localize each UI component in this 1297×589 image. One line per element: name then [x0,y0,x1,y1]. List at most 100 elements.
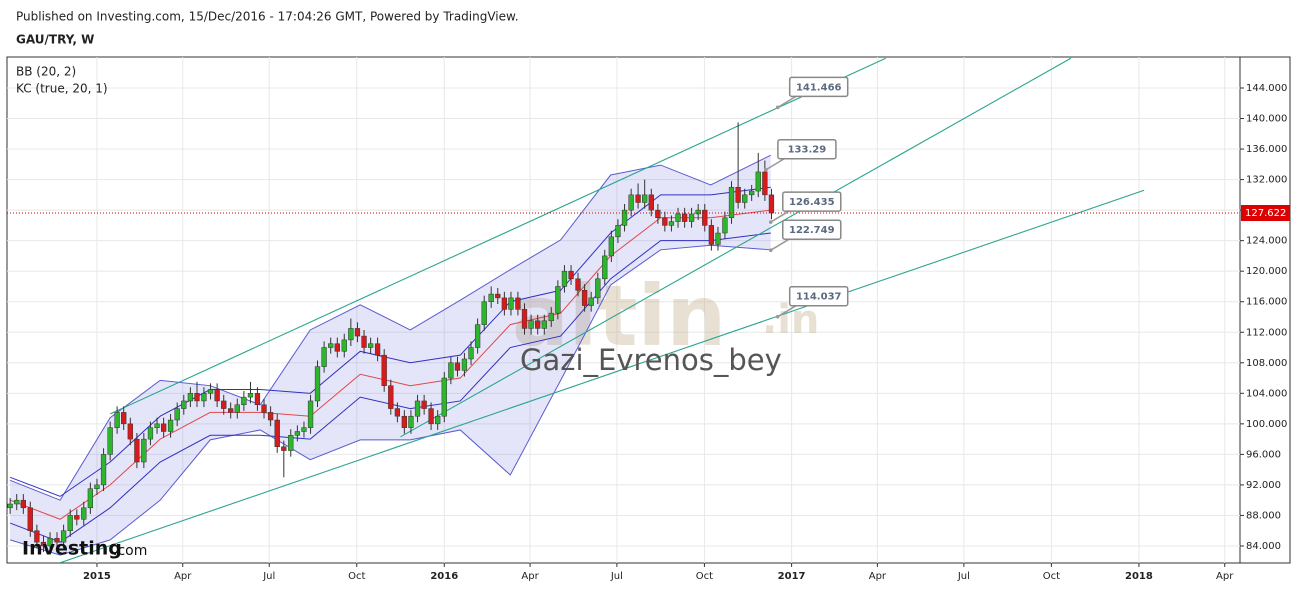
candle-body [261,404,267,413]
candle-body [755,171,761,192]
candle-body [648,194,654,211]
candle-body [100,454,107,486]
candle-body [60,530,67,543]
candle-body [588,297,594,306]
candle-body [7,503,13,509]
y-tick-label: 100.000 [1246,419,1287,430]
candle-body [388,385,394,409]
candle-body [194,393,200,402]
candle-body [749,190,755,196]
candle-body [401,415,407,428]
candle-body [688,213,695,222]
candle-body [655,209,661,219]
candle-body [561,270,568,287]
indicator-line [9,232,771,543]
y-tick-label: 140.000 [1246,114,1287,125]
candle-body [314,366,321,402]
candle-body [207,389,214,394]
y-tick-label: 104.000 [1246,388,1287,399]
candle-body [662,217,668,226]
annotation-label: 141.466 [796,82,842,93]
candle-body [722,217,728,234]
candle-body [14,499,20,505]
annotation-label: 122.749 [789,225,835,236]
candle-body [702,209,708,226]
annotation-label: 133.29 [788,145,827,156]
annotation-pointer [770,209,792,223]
candle-body [174,408,180,421]
candle-body [167,419,174,432]
candle-body [555,286,561,314]
candle-body [81,507,87,520]
x-tick-label: Jul [262,571,275,582]
candle-body [341,339,347,352]
candle-body [448,362,454,379]
annotation-anchor [768,248,773,253]
candle-body [428,408,434,425]
legend-entry: KC (true, 20, 1) [16,82,108,96]
candle-body [708,225,715,245]
candle-body [334,343,340,352]
annotation-box [782,191,842,212]
watermark-logo-suffix: .com [113,543,147,559]
y-tick-label: 108.000 [1246,358,1287,369]
watermark-author: Gazi_Evrenos_bey [520,343,782,377]
candle-body [541,320,547,329]
candle-body [348,328,354,341]
indicator-line [9,244,771,556]
y-tick-label: 84.000 [1246,541,1281,552]
candle-body [381,354,387,386]
annotation-anchor [764,167,768,172]
y-tick-label: 124.000 [1246,236,1287,247]
candle-body [768,194,775,214]
trend-line [59,189,1145,563]
candle-body [354,328,361,337]
candle-body [621,209,628,226]
x-tick-label: Apr [521,571,539,582]
candle-body [495,293,501,299]
candle-body [501,297,508,310]
candle-body [221,400,227,409]
candle-body [548,312,554,322]
trend-line [400,57,1072,438]
candle-body [728,186,735,219]
candle-body [367,343,374,348]
chart-frame [6,56,1291,564]
candle-body [602,255,608,280]
candle-body [394,408,401,417]
legend-entry: BB (20, 2) [16,65,76,79]
candle-body [668,221,675,226]
candle-body [288,435,294,451]
candle-body [595,278,601,299]
candle-body [40,541,47,547]
candle-body [581,290,588,306]
annotation-pointer [777,304,799,318]
y-tick-label: 136.000 [1246,144,1287,155]
candle-body [294,431,301,436]
candle-body [160,423,167,432]
candle-body [762,171,768,196]
x-tick-label: 2016 [430,571,458,582]
last-price-box [1241,205,1290,222]
candle-body [234,404,240,413]
published-note: Published on Investing.com, 15/Dec/2016 … [16,10,519,24]
indicator-line [9,154,771,501]
axes: 84.000 88.000 92.000 96.000 100.000 104.000 10… [83,76,1290,582]
candle-body [201,393,207,402]
candle-body [635,194,641,203]
candle-body [521,309,528,329]
watermark-logo: Investing [22,538,122,560]
x-tick-label: Apr [174,571,192,582]
x-tick-label: Oct [696,571,713,582]
candle-body [488,293,494,302]
candle-body [241,396,247,406]
candle-body [301,427,307,432]
candle-body [54,538,60,543]
candle-body [141,438,147,463]
candle-body [675,213,681,222]
candle-body [535,320,541,329]
candle-body [121,412,127,425]
candle-body [281,446,287,451]
candle-body [461,358,468,371]
